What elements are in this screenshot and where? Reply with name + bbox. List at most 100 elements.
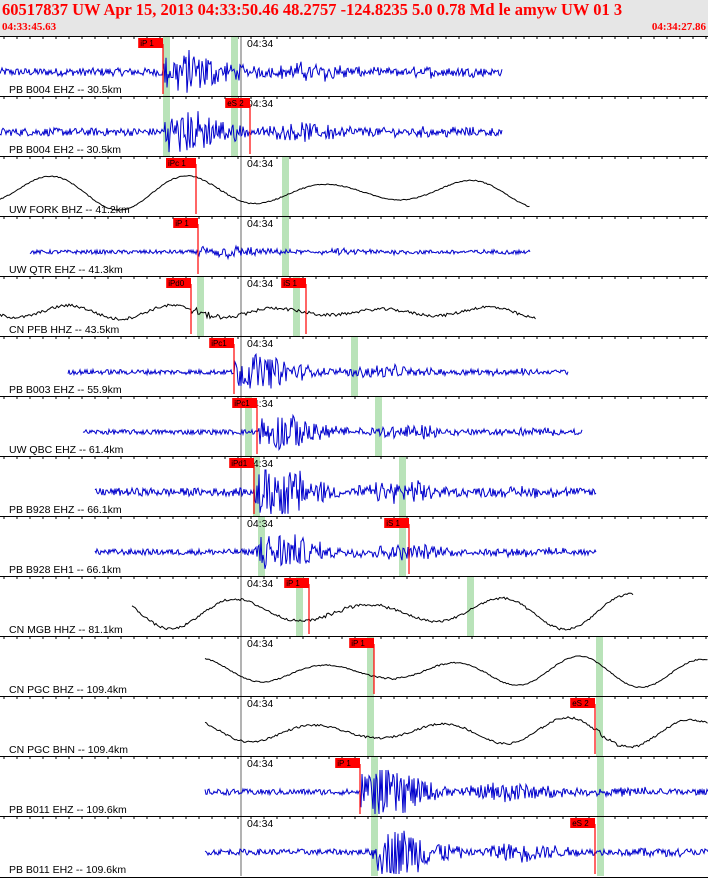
waveform — [131, 592, 634, 631]
minute-label: 04:34 — [247, 218, 273, 230]
phase-window — [467, 577, 474, 636]
station-label: UW QBC EHZ -- 61.4km — [9, 444, 124, 456]
phase-window — [163, 97, 170, 156]
pick-flag — [209, 338, 234, 348]
minute-label: 04:34 — [247, 818, 273, 830]
trace-panel: 04:34 iP 1 UW QTR EHZ -- 41.3km — [0, 216, 708, 276]
pick-flag — [284, 578, 309, 588]
pick-label: iP 1 — [175, 219, 189, 228]
phase-window — [375, 397, 382, 456]
event-title: 60517837 UW Apr 15, 2013 04:33:50.46 48.… — [2, 0, 623, 19]
waveform — [204, 655, 708, 689]
pick-label: iP 1 — [351, 639, 365, 648]
waveform — [94, 469, 597, 515]
minute-label: 04:34 — [247, 278, 273, 290]
phase-window — [231, 97, 238, 156]
waveform — [82, 413, 583, 451]
phase-window — [399, 457, 406, 516]
phase-window — [296, 577, 303, 636]
waveform — [0, 303, 536, 321]
trace-panel: 04:34 iP 1 CN PGC BHZ -- 109.4km — [0, 636, 708, 696]
minute-label: 04:34 — [247, 698, 273, 710]
phase-window — [367, 697, 374, 756]
pick-label: iS 1 — [386, 519, 400, 528]
waveform — [204, 716, 708, 749]
pick-label: iP 1 — [337, 759, 351, 768]
waveform — [0, 111, 503, 153]
station-label: PB B928 EH1 -- 66.1km — [9, 564, 121, 576]
pick-flag — [335, 758, 360, 768]
pick-label: eS 2 — [227, 99, 244, 108]
event-header: 60517837 UW Apr 15, 2013 04:33:50.46 48.… — [0, 0, 708, 36]
minute-label: 04:34 — [247, 578, 273, 590]
pick-label: iP 1 — [140, 39, 154, 48]
station-label: PB B004 EHZ -- 30.5km — [9, 84, 122, 96]
station-label: CN PGC BHN -- 109.4km — [9, 744, 128, 756]
phase-window — [596, 637, 603, 696]
station-label: PB B003 EHZ -- 55.9km — [9, 384, 122, 396]
pick-label: iPd1 — [231, 459, 248, 468]
trace-panel: 04:34 iS 1 PB B928 EH1 -- 66.1km — [0, 516, 708, 576]
pick-label: eS 2 — [572, 819, 589, 828]
pick-flag — [173, 218, 198, 228]
station-label: PB B004 EH2 -- 30.5km — [9, 144, 121, 156]
pick-label: iPc1 — [234, 399, 250, 408]
phase-window — [282, 217, 289, 276]
pick-flag — [138, 38, 163, 48]
pick-flag — [232, 398, 257, 408]
pick-label: iS 1 — [283, 279, 297, 288]
pick-label: iP 1 — [286, 579, 300, 588]
trace-panel: 04:34 iPc 1 UW FORK BHZ -- 41.2km — [0, 156, 708, 216]
pick-flag — [166, 278, 191, 288]
station-label: UW FORK BHZ -- 41.2km — [9, 204, 130, 216]
pick-flag — [384, 518, 409, 528]
pick-label: eS 2 — [572, 699, 589, 708]
phase-window — [293, 277, 300, 336]
minute-label: 04:34 — [247, 338, 273, 350]
waveform — [0, 174, 530, 211]
waveform — [94, 534, 597, 569]
pick-flag — [281, 278, 306, 288]
minute-label: 04:34 — [247, 758, 273, 770]
phase-window — [399, 517, 406, 576]
trace-panel: 04:34 iP 1 PB B011 EHZ -- 109.6km — [0, 756, 708, 816]
phase-window — [367, 637, 374, 696]
waveform — [29, 244, 531, 261]
minute-label: 04:34 — [247, 158, 273, 170]
station-label: CN PGC BHZ -- 109.4km — [9, 684, 127, 696]
phase-window — [245, 397, 252, 456]
minute-label: 04:34 — [247, 518, 273, 530]
trace-panel: 04:34 iP 1 PB B004 EHZ -- 30.5km — [0, 36, 708, 96]
waveform — [204, 830, 708, 875]
phase-window — [197, 277, 204, 336]
phase-window — [597, 817, 604, 876]
phase-window — [351, 337, 358, 396]
phase-window — [231, 37, 238, 96]
trace-panel: 04:34 eS 2 CN PGC BHN -- 109.4km — [0, 696, 708, 756]
waveform — [0, 49, 503, 93]
pick-label: iPd0 — [168, 279, 185, 288]
start-time-label: 04:33:45.63 — [2, 21, 57, 33]
minute-label: 04:34 — [247, 638, 273, 650]
end-time-label: 04:34:27.86 — [651, 21, 706, 33]
station-label: PB B011 EH2 -- 109.6km — [9, 864, 126, 876]
minute-label: 04:34 — [247, 38, 273, 50]
pick-flag — [225, 98, 250, 108]
station-label: UW QTR EHZ -- 41.3km — [9, 264, 123, 276]
pick-label: iPc1 — [211, 339, 227, 348]
waveform — [67, 352, 569, 389]
minute-label: 04:34 — [247, 98, 273, 110]
pick-label: iPc 1 — [168, 159, 186, 168]
trace-panel: 04:34 eS 2 PB B011 EH2 -- 109.6km — [0, 816, 708, 876]
station-label: CN PFB HHZ -- 43.5km — [9, 324, 120, 336]
phase-window — [597, 757, 604, 816]
waveform — [204, 769, 708, 815]
trace-panel: 04:34 iP 1 CN MGB HHZ -- 81.1km — [0, 576, 708, 636]
station-label: PB B928 EHZ -- 66.1km — [9, 504, 122, 516]
pick-flag — [570, 818, 595, 828]
phase-window — [282, 157, 289, 216]
